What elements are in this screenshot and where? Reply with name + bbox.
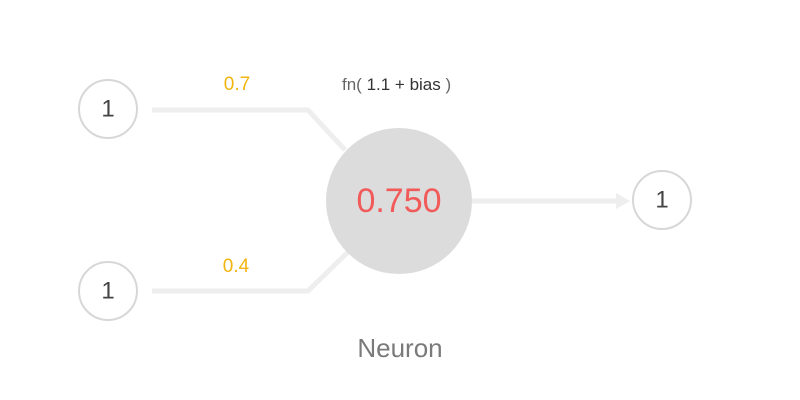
- neuron-node: 0.750: [326, 128, 472, 274]
- input-1-connection: [152, 107, 347, 152]
- input-2-connection: [152, 250, 350, 294]
- input-node-1-value: 1: [101, 96, 114, 123]
- neuron-output-value: 0.750: [356, 182, 441, 220]
- output-node: 1: [632, 170, 692, 230]
- output-arrowhead: [616, 193, 630, 209]
- formula-suffix: ): [441, 75, 451, 94]
- activation-formula: fn( 1.1 + bias ): [342, 75, 451, 94]
- input-node-2: 1: [78, 261, 138, 321]
- input-node-2-value: 1: [101, 278, 114, 305]
- weight-label-2: 0.4: [223, 256, 250, 277]
- formula-prefix: fn(: [342, 75, 367, 94]
- weight-label-1: 0.7: [224, 74, 250, 95]
- neuron-caption: Neuron: [357, 333, 442, 363]
- formula-expression: 1.1 + bias: [367, 75, 441, 94]
- output-node-value: 1: [655, 187, 668, 214]
- input-node-1: 1: [78, 79, 138, 139]
